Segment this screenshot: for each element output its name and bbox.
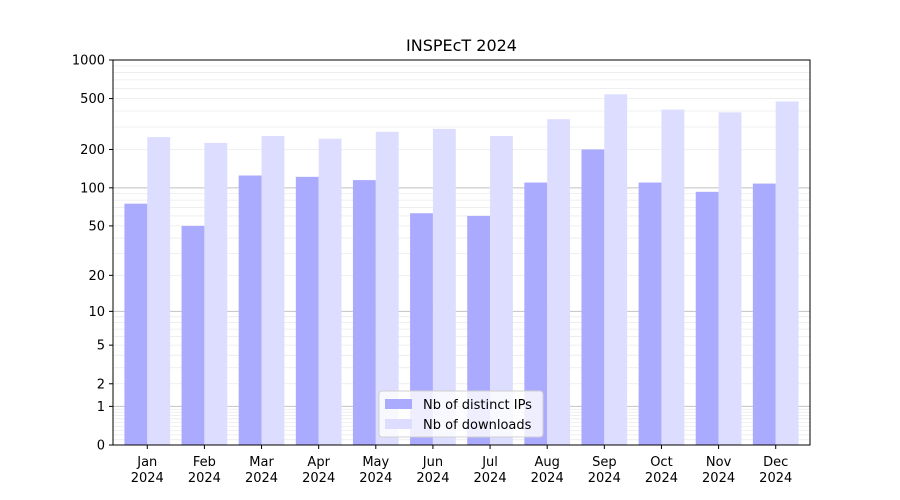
bar-downloads — [490, 135, 513, 445]
legend-swatch — [385, 419, 412, 429]
bar-downloads — [718, 112, 742, 446]
y-tick-label: 20 — [88, 269, 105, 284]
bar-downloads — [261, 135, 285, 445]
chart-title: INSPEcT 2024 — [406, 36, 517, 55]
bar-ips — [352, 180, 376, 445]
y-tick-label: 100 — [80, 181, 105, 196]
bar-ips — [695, 191, 719, 445]
bar-ips — [238, 175, 262, 445]
bar-ips — [524, 182, 548, 445]
x-tick-label: Apr 2024 — [302, 455, 335, 486]
y-tick-label: 500 — [80, 92, 105, 107]
bar-ips — [467, 215, 491, 445]
legend-box — [378, 390, 544, 438]
y-tick-label: 1000 — [72, 54, 105, 69]
bar-downloads — [547, 119, 571, 446]
bar-downloads — [604, 94, 628, 445]
x-tick-label: Jun 2024 — [416, 455, 449, 486]
x-tick-label: Oct 2024 — [645, 455, 678, 486]
bar-downloads — [147, 137, 171, 445]
x-tick-label: Mar 2024 — [245, 455, 278, 486]
legend: Nb of distinct IPs Nb of downloads — [378, 390, 544, 438]
x-tick-label: Sep 2024 — [588, 455, 621, 486]
y-tick-label: 50 — [88, 219, 105, 234]
y-tick-label: 200 — [80, 143, 105, 158]
x-tick-label: Feb 2024 — [188, 455, 221, 486]
bar-ips — [638, 182, 662, 445]
y-tick-label: 1 — [97, 400, 105, 415]
axes: 0 1 2 5 10 20 50 100 200 500 1000 Jan 2024 Feb 2024 Mar… — [72, 54, 811, 486]
legend-swatch — [385, 399, 412, 409]
y-tick-label: 10 — [88, 305, 105, 320]
y-tick-label: 0 — [97, 439, 105, 454]
y-tick-label: 2 — [97, 377, 105, 392]
bars — [124, 94, 799, 446]
plot-frame — [112, 59, 811, 446]
y-tick-label: 5 — [97, 339, 105, 354]
bar-ips — [124, 203, 148, 445]
bar-downloads — [775, 101, 799, 445]
x-tick-label: Jan 2024 — [131, 455, 164, 486]
x-tick-label: Aug 2024 — [531, 455, 564, 486]
legend-label: Nb of distinct IPs — [423, 398, 532, 413]
x-tick-label: Nov 2024 — [702, 455, 735, 486]
bar-ips — [581, 149, 605, 445]
x-tick-label: May 2024 — [359, 455, 392, 486]
bar-ips — [410, 213, 433, 445]
bar-ips — [181, 225, 205, 445]
bar-downloads — [432, 128, 456, 446]
bar-ips — [752, 183, 776, 445]
x-tick-label: Jul 2024 — [474, 455, 507, 486]
bar-downloads — [375, 131, 399, 445]
bar-downloads — [661, 109, 685, 445]
x-tick-label: Dec 2024 — [759, 455, 792, 486]
legend-label: Nb of downloads — [423, 418, 532, 433]
bar-downloads — [318, 138, 342, 445]
bar-ips — [295, 176, 319, 446]
bar-downloads — [204, 142, 228, 446]
